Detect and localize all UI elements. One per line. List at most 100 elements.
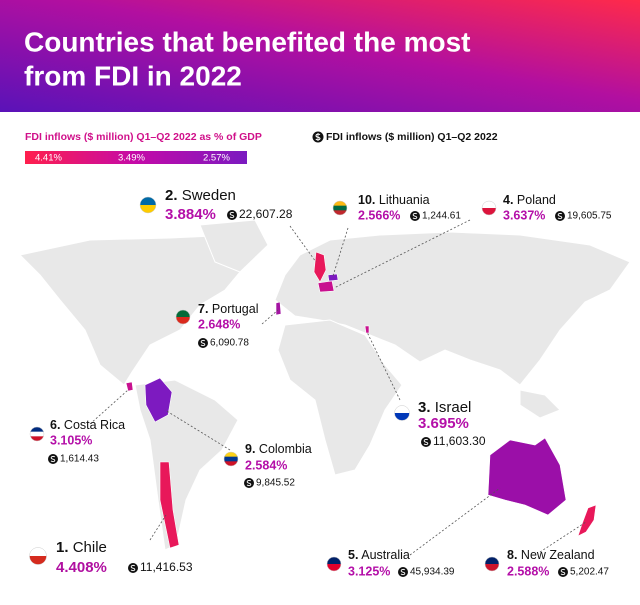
- dollar-icon: [555, 211, 565, 221]
- country-name: Poland: [517, 193, 556, 207]
- legend-label: 2.57%: [203, 153, 230, 164]
- flag: [223, 451, 239, 467]
- rank: 7.: [198, 302, 208, 316]
- country-title: 7. Portugal: [198, 302, 258, 316]
- rank: 4.: [503, 193, 513, 207]
- flag: [332, 200, 348, 216]
- country-name: Costa Rica: [64, 418, 125, 432]
- fdi-value: 5,202.47: [570, 567, 609, 578]
- flag-stripe: [485, 564, 499, 571]
- dollar-sign: [557, 212, 563, 220]
- fdi-value: 45,934.39: [410, 567, 455, 578]
- rank: 3.: [418, 399, 431, 416]
- dollar-icon: [128, 563, 138, 573]
- flag-border: [29, 547, 47, 565]
- flag: [481, 200, 497, 216]
- flag-border: [332, 200, 348, 216]
- dollar-icon: [198, 338, 208, 348]
- fdi-value: 19,605.75: [567, 211, 612, 222]
- flag-stripe: [224, 452, 238, 457]
- flag-stripe: [140, 205, 156, 213]
- country-title: 10. Lithuania: [358, 193, 430, 207]
- legend-label: 3.49%: [118, 153, 145, 164]
- country-name: New Zealand: [521, 548, 595, 562]
- flag-stripe: [333, 201, 347, 206]
- gdp-percent: 3.125%: [348, 564, 390, 578]
- dollar-icon: [421, 437, 431, 447]
- fdi-value: 6,090.78: [210, 338, 249, 349]
- dollar-sign: [130, 564, 136, 572]
- gdp-percent: 3.884%: [165, 206, 216, 223]
- country-title: 6. Costa Rica: [50, 418, 125, 432]
- dollar-sign: [400, 568, 406, 576]
- gdp-percent: 3.105%: [50, 433, 92, 447]
- flag-stripe: [29, 556, 47, 565]
- country-name: Australia: [361, 548, 410, 562]
- dollar-icon: [227, 210, 237, 220]
- dollar-sign: [200, 339, 206, 347]
- gdp-percent: 2.588%: [507, 564, 549, 578]
- flag-stripe: [30, 427, 44, 432]
- gdp-percent: 2.566%: [358, 208, 400, 222]
- legend-gradient: [25, 151, 247, 164]
- flag: [326, 556, 342, 572]
- gdp-percent: 4.408%: [56, 559, 107, 576]
- flag-stripe: [224, 456, 238, 462]
- dollar-sign: [229, 211, 235, 219]
- gdp-percent: 3.637%: [503, 208, 545, 222]
- rank: 5.: [348, 548, 358, 562]
- country-title: 2. Sweden: [165, 187, 236, 204]
- fdi-value: 9,845.52: [256, 478, 295, 489]
- dollar-icon: [558, 567, 568, 577]
- dollar-sign: [412, 212, 418, 220]
- country-name: Portugal: [212, 302, 259, 316]
- flag: [29, 547, 47, 565]
- country-title: 9. Colombia: [245, 442, 312, 456]
- flag-border: [175, 309, 191, 325]
- flag-stripe: [224, 461, 238, 466]
- flag: [484, 556, 500, 572]
- flag: [394, 405, 410, 421]
- flag-border: [29, 426, 45, 442]
- legend-title: FDI inflows ($ million) Q1–Q2 2022: [326, 131, 498, 143]
- legend-title: FDI inflows ($ million) Q1–Q2 2022 as % …: [25, 131, 262, 143]
- rank: 1.: [56, 539, 69, 556]
- country-title: 8. New Zealand: [507, 548, 595, 562]
- rank: 2.: [165, 187, 178, 204]
- country-name: Israel: [435, 399, 472, 416]
- highlighted-countries: [125, 251, 597, 549]
- rank: 6.: [50, 418, 60, 432]
- country-name: Lithuania: [379, 193, 430, 207]
- rank: 9.: [245, 442, 255, 456]
- rank: 8.: [507, 548, 517, 562]
- leader-lines: [89, 219, 587, 556]
- dollar-icon: [312, 131, 324, 143]
- title-line: Countries that benefited the most: [24, 26, 470, 57]
- flag-border: [481, 200, 497, 216]
- country-title: 3. Israel: [418, 399, 471, 416]
- flag-stripe: [140, 197, 156, 206]
- fdi-value: 11,416.53: [140, 560, 193, 574]
- flag-border: [326, 556, 342, 572]
- flag-stripe: [327, 564, 341, 571]
- fdi-value: 1,244.61: [422, 211, 461, 222]
- flag-stripe: [176, 317, 190, 324]
- flag-border: [394, 405, 410, 421]
- gdp-percent: 3.695%: [418, 415, 469, 432]
- dollar-sign: [246, 479, 252, 487]
- flag: [139, 196, 157, 214]
- world-map: [18, 219, 631, 551]
- fdi-value: 1,614.43: [60, 454, 99, 465]
- country-title: 1. Chile: [56, 539, 107, 556]
- country-name: Sweden: [182, 187, 236, 204]
- flag-border: [484, 556, 500, 572]
- flag-stripe: [30, 436, 44, 441]
- dollar-icon: [48, 454, 58, 464]
- flag: [175, 309, 191, 325]
- title-line: from FDI in 2022: [24, 60, 242, 91]
- flag-stripe: [482, 208, 496, 215]
- flag-border: [139, 196, 157, 214]
- country-title: 4. Poland: [503, 193, 556, 207]
